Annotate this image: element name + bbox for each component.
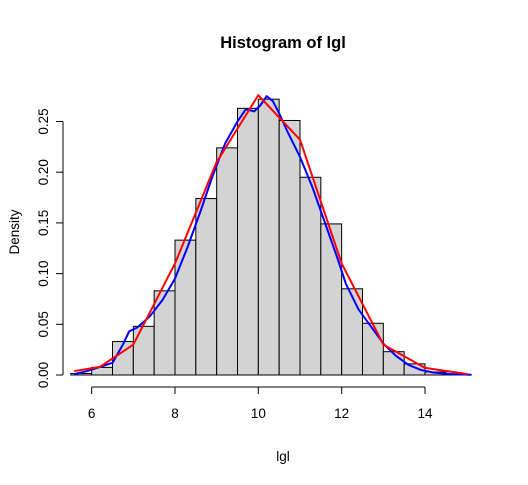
histogram-bar-9 xyxy=(257,98,280,376)
x-axis-label: lgl xyxy=(276,449,290,464)
y-axis-label: Density xyxy=(7,209,22,254)
histogram-bar-11 xyxy=(299,176,322,376)
histogram-bar-7 xyxy=(216,147,238,376)
density-curve-1 xyxy=(74,94,468,375)
x-tick-label: 6 xyxy=(88,406,96,421)
chart-title: Histogram of lgl xyxy=(220,34,346,52)
x-axis: 6 8 10 12 14 xyxy=(88,386,433,421)
histogram-bar-10 xyxy=(278,119,301,376)
histogram-bar-8 xyxy=(237,107,259,376)
histogram-bar-13 xyxy=(341,288,364,376)
y-tick-label: 0.20 xyxy=(36,159,51,185)
x-tick-label: 8 xyxy=(171,406,179,421)
x-tick-label: 14 xyxy=(417,406,433,421)
histogram-bar-6 xyxy=(195,198,218,376)
x-tick-label: 10 xyxy=(251,406,266,421)
histogram-bar-3 xyxy=(132,325,155,376)
y-tick-label: 0.05 xyxy=(36,311,51,337)
y-axis: 0.00 0.05 0.10 0.15 0.20 0.25 xyxy=(36,108,64,388)
y-tick-label: 0.00 xyxy=(36,362,51,388)
histogram-bar-0 xyxy=(70,372,93,376)
histogram-bar-5 xyxy=(174,239,197,376)
histogram-bars xyxy=(70,98,468,376)
histogram-bar-14 xyxy=(362,322,384,376)
density-curves xyxy=(74,94,472,376)
y-tick-label: 0.15 xyxy=(36,210,51,236)
histogram-bar-16 xyxy=(403,363,426,376)
histogram-bar-12 xyxy=(320,223,343,376)
y-tick-label: 0.25 xyxy=(36,108,51,134)
histogram-bar-4 xyxy=(153,290,176,376)
y-tick-label: 0.10 xyxy=(36,260,51,286)
x-tick-label: 12 xyxy=(334,406,349,421)
